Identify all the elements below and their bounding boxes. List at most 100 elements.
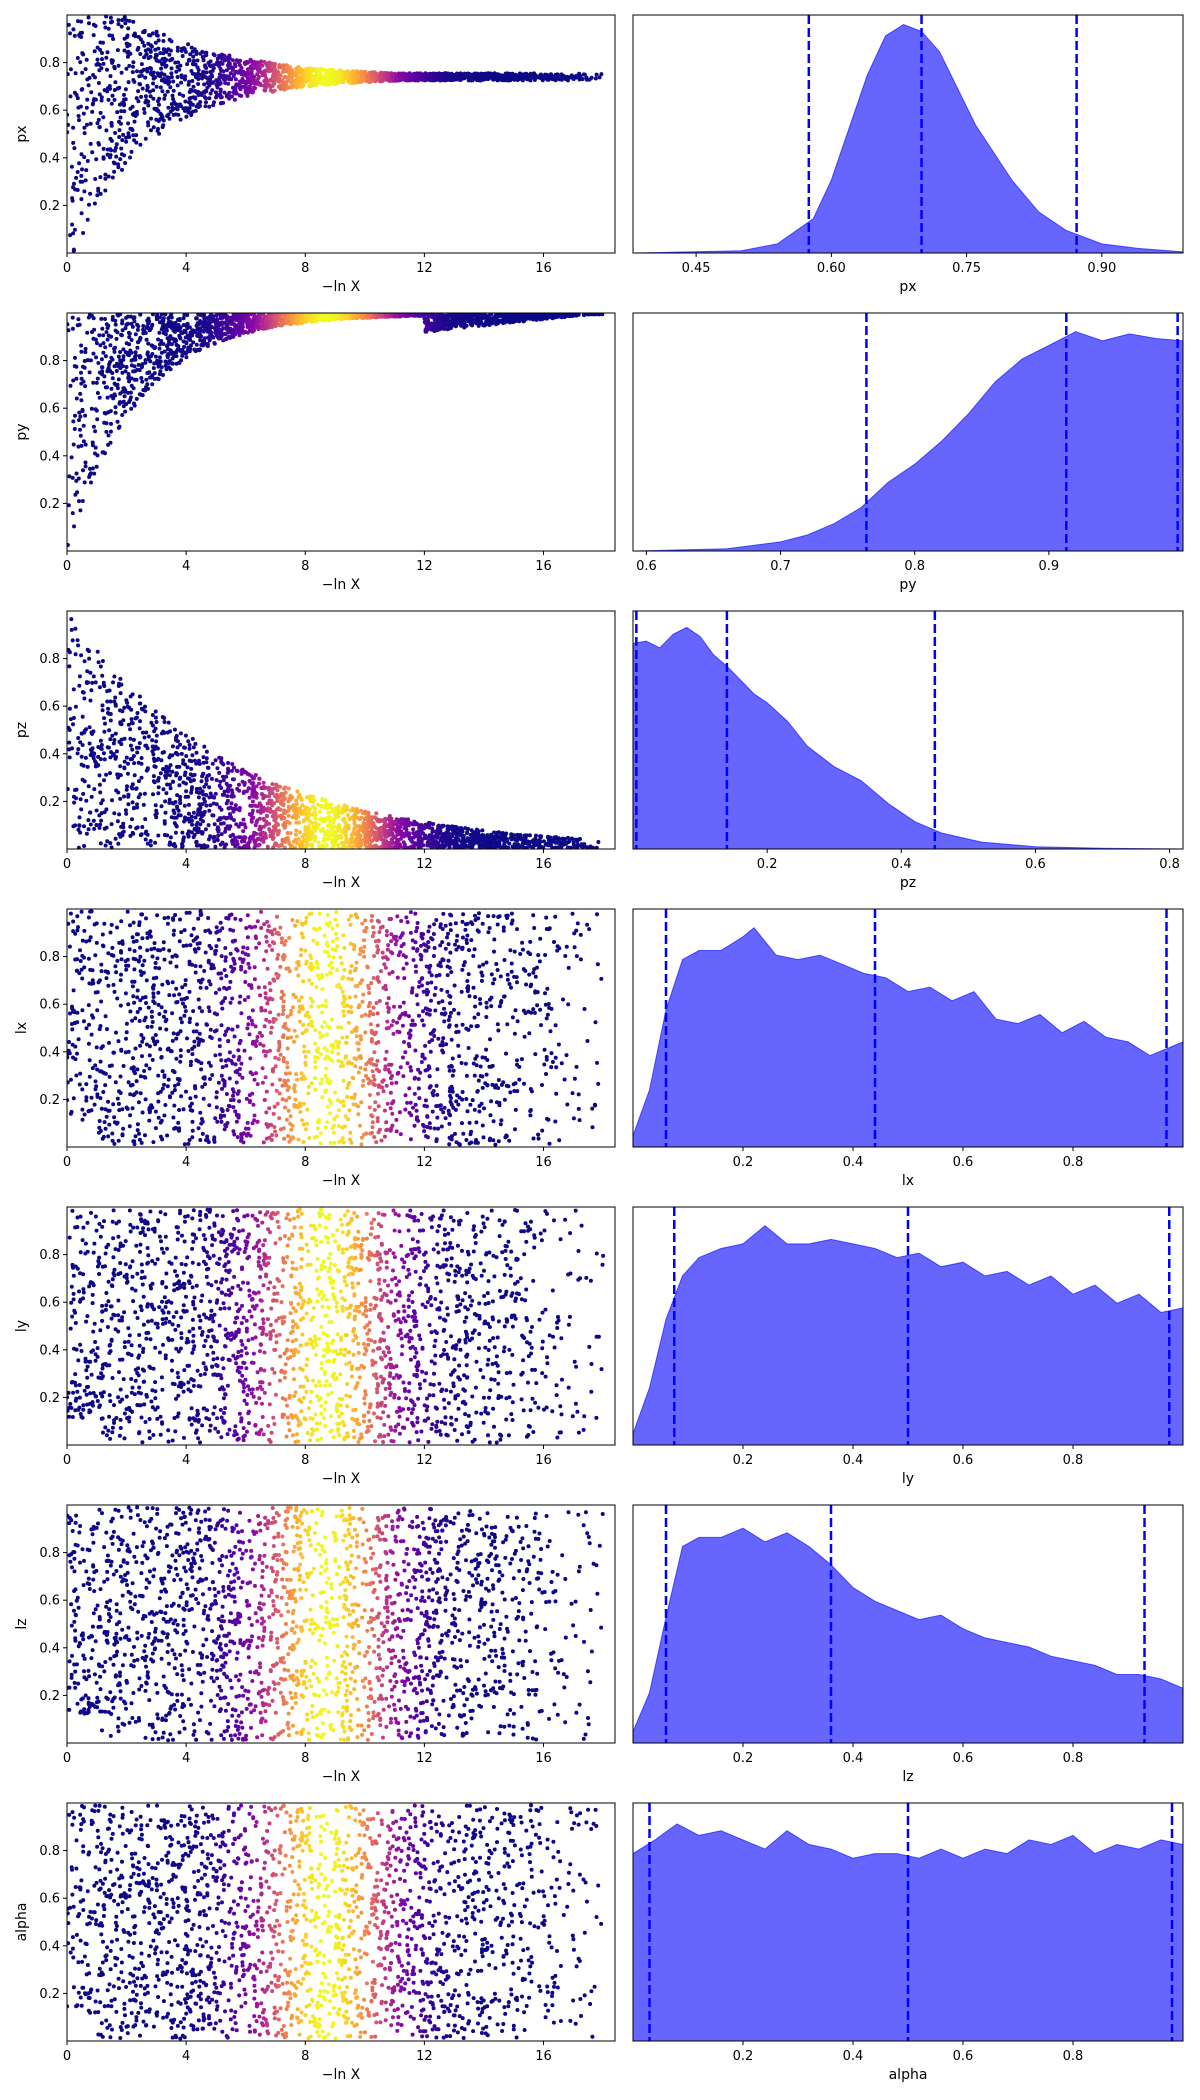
trace-point — [102, 757, 107, 762]
trace-point — [177, 92, 182, 96]
trace-point — [551, 313, 556, 317]
trace-point — [167, 52, 172, 57]
trace-point — [97, 333, 102, 338]
trace-point — [294, 81, 299, 86]
trace-point — [109, 421, 113, 426]
trace-point — [192, 328, 196, 333]
trace-point — [112, 364, 117, 369]
trace-point — [170, 93, 175, 98]
trace-point — [175, 83, 180, 88]
trace-point — [202, 340, 207, 345]
trace-point — [145, 350, 150, 355]
trace-x-tick-label: 0 — [63, 261, 71, 276]
trace-point — [187, 79, 192, 84]
trace-point — [207, 104, 212, 109]
trace-point — [105, 839, 110, 844]
trace-point — [68, 383, 73, 388]
trace-y-tick-label: 0.4 — [39, 151, 60, 166]
trace-point — [204, 70, 209, 75]
trace-point — [194, 316, 199, 321]
trace-point — [230, 67, 235, 72]
trace-point — [207, 328, 212, 333]
trace-point — [101, 350, 106, 355]
trace-point — [251, 66, 256, 71]
trace-y-tick-label: 0.4 — [39, 449, 60, 464]
trace-point — [98, 47, 103, 52]
trace-point — [157, 362, 162, 367]
trace-point — [135, 69, 139, 74]
trace-point — [85, 330, 90, 335]
trace-y-tick-label: 0.2 — [39, 199, 60, 214]
trace-point — [104, 322, 109, 327]
trace-point — [79, 349, 84, 354]
trace-point — [350, 845, 355, 849]
trace-point — [74, 471, 79, 476]
trace-point — [75, 96, 80, 101]
trace-point — [85, 97, 90, 102]
trace-point — [173, 320, 178, 325]
trace-point — [280, 65, 285, 70]
trace-point — [96, 186, 101, 191]
trace-point — [161, 51, 166, 56]
trace-point — [169, 313, 174, 317]
trace-point — [203, 65, 208, 70]
trace-point — [195, 58, 200, 63]
trace-point — [109, 334, 114, 339]
trace-point — [280, 313, 285, 317]
trace-point — [356, 313, 360, 317]
trace-point — [98, 664, 103, 669]
trace-point — [227, 90, 232, 95]
trace-point — [156, 337, 161, 342]
trace-point — [289, 80, 294, 85]
trace-point — [259, 70, 264, 75]
trace-point — [71, 722, 75, 727]
trace-point — [370, 78, 375, 82]
trace-point — [574, 313, 579, 317]
trace-point — [129, 363, 134, 368]
trace-point — [98, 191, 103, 196]
trace-point — [123, 21, 128, 26]
trace-point — [245, 320, 250, 325]
trace-point — [123, 369, 128, 374]
trace-point — [175, 793, 180, 798]
posterior-panel-py: 0.6 0.7 0.8 0.9py — [632, 312, 1184, 593]
trace-point — [145, 88, 150, 93]
trace-point — [133, 34, 138, 39]
posterior-x-tick-label: 0.45 — [682, 261, 711, 276]
trace-point — [277, 65, 282, 70]
trace-point — [183, 77, 187, 82]
trace-point — [420, 77, 425, 82]
trace-point — [496, 76, 501, 81]
trace-point — [189, 45, 194, 50]
trace-point — [195, 322, 200, 327]
trace-point — [500, 313, 505, 318]
trace-point — [164, 360, 169, 365]
trace-point — [146, 341, 151, 346]
trace-point — [169, 66, 174, 71]
trace-point — [402, 77, 407, 82]
trace-point — [156, 757, 161, 761]
trace-point — [148, 66, 153, 70]
trace-point — [137, 368, 142, 373]
trace-point — [92, 787, 97, 792]
trace-point — [365, 78, 370, 82]
trace-point — [146, 103, 151, 108]
trace-point — [166, 112, 171, 117]
trace-point — [144, 98, 149, 103]
trace-point — [86, 784, 91, 789]
trace-point — [110, 315, 115, 319]
trace-point — [581, 313, 586, 317]
trace-point — [227, 56, 232, 61]
trace-point — [115, 110, 120, 115]
trace-point — [151, 88, 156, 93]
trace-point — [168, 320, 173, 325]
trace-point — [120, 328, 125, 333]
trace-point — [492, 77, 497, 82]
trace-point — [130, 104, 135, 109]
trace-point — [126, 314, 131, 319]
trace-point — [88, 141, 93, 146]
trace-point — [214, 78, 219, 83]
trace-point — [67, 474, 72, 479]
trace-point — [104, 128, 109, 133]
